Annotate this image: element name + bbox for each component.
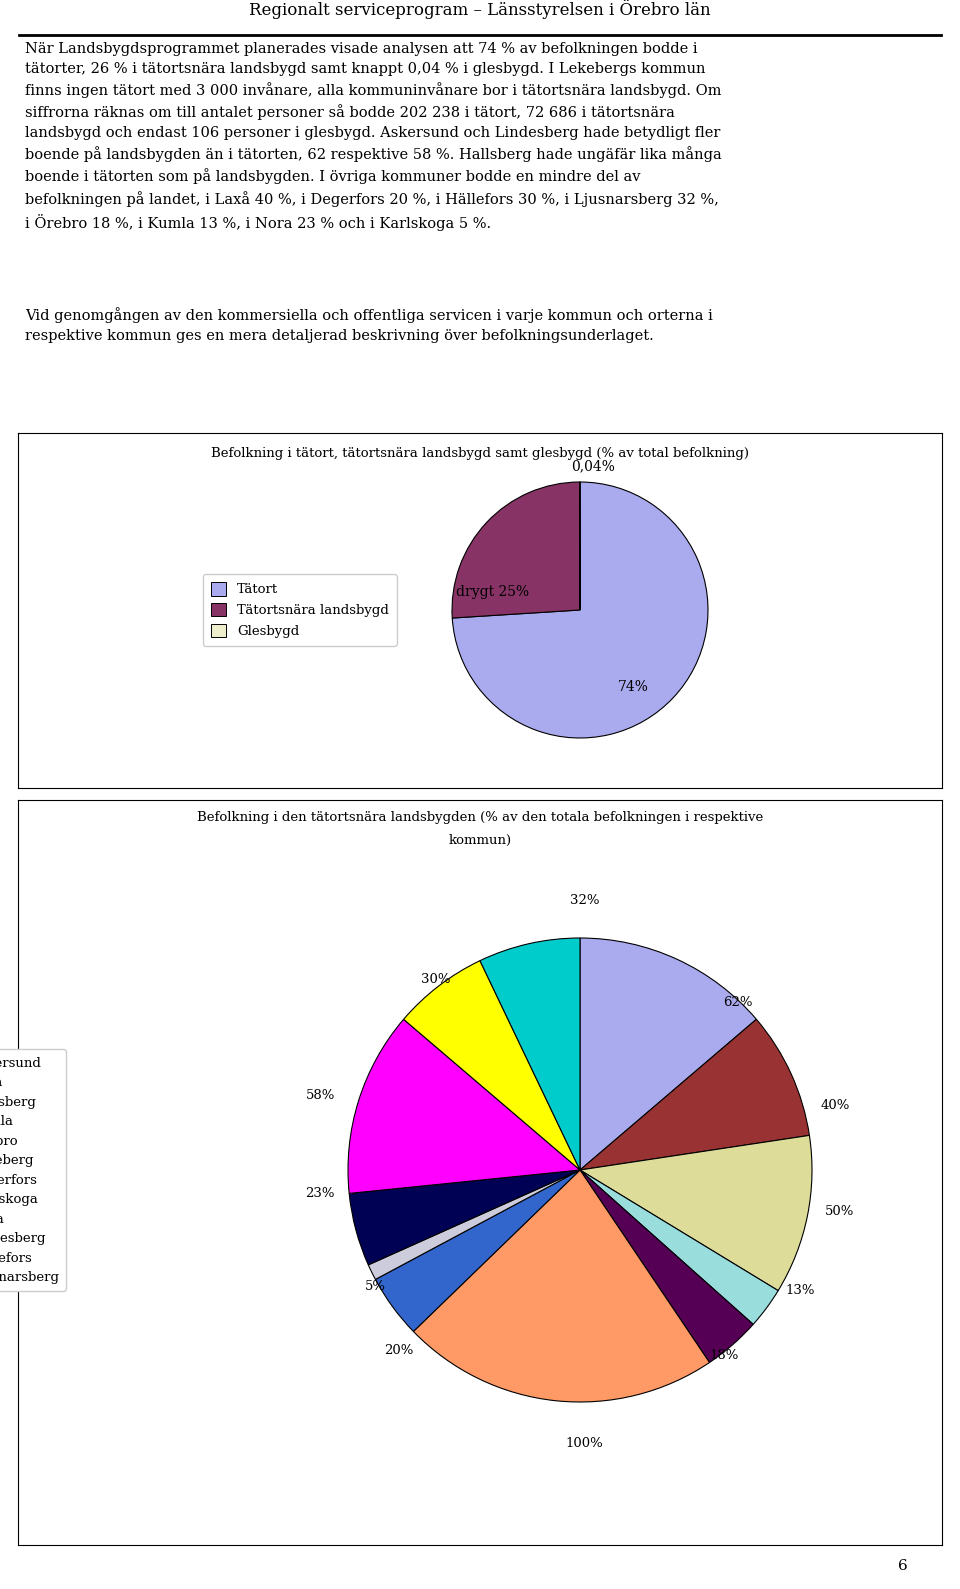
Wedge shape xyxy=(375,1170,580,1332)
Text: 23%: 23% xyxy=(305,1187,335,1200)
Wedge shape xyxy=(580,938,756,1170)
Text: 6: 6 xyxy=(898,1559,907,1573)
Legend: Tätort, Tätortsnära landsbygd, Glesbygd: Tätort, Tätortsnära landsbygd, Glesbygd xyxy=(203,574,396,645)
Text: 74%: 74% xyxy=(618,680,649,694)
Wedge shape xyxy=(480,938,580,1170)
Wedge shape xyxy=(452,481,708,737)
Wedge shape xyxy=(403,961,580,1170)
Wedge shape xyxy=(452,481,580,618)
Text: 58%: 58% xyxy=(305,1090,335,1103)
Wedge shape xyxy=(369,1170,580,1279)
Text: 32%: 32% xyxy=(570,895,599,907)
Text: Befolkning i den tätortsnära landsbygden (% av den totala befolkningen i respekt: Befolkning i den tätortsnära landsbygden… xyxy=(197,810,763,825)
Text: 5%: 5% xyxy=(366,1279,386,1292)
Text: Vid genomgången av den kommersiella och offentliga servicen i varje kommun och o: Vid genomgången av den kommersiella och … xyxy=(25,307,713,343)
Text: 13%: 13% xyxy=(785,1284,815,1297)
Text: 100%: 100% xyxy=(565,1438,604,1451)
Text: Regionalt serviceprogram – Länsstyrelsen i Örebro län: Regionalt serviceprogram – Länsstyrelsen… xyxy=(250,0,710,19)
Text: Befolkning i tätort, tätortsnära landsbygd samt glesbygd (% av total befolkning): Befolkning i tätort, tätortsnära landsby… xyxy=(211,447,749,461)
Text: 62%: 62% xyxy=(723,996,753,1009)
Wedge shape xyxy=(414,1170,709,1401)
Text: När Landsbygdsprogrammet planerades visade analysen att 74 % av befolkningen bod: När Landsbygdsprogrammet planerades visa… xyxy=(25,41,722,230)
Wedge shape xyxy=(348,1019,580,1193)
Wedge shape xyxy=(580,1136,812,1290)
Wedge shape xyxy=(580,1019,809,1170)
Wedge shape xyxy=(349,1170,580,1265)
Text: 50%: 50% xyxy=(826,1206,854,1219)
Wedge shape xyxy=(580,1170,754,1362)
Text: 20%: 20% xyxy=(384,1344,414,1357)
Text: 0,04%: 0,04% xyxy=(571,459,614,474)
Text: 40%: 40% xyxy=(821,1098,850,1112)
Text: kommun): kommun) xyxy=(448,834,512,847)
Text: 18%: 18% xyxy=(709,1349,738,1362)
Wedge shape xyxy=(580,1170,779,1324)
Text: 30%: 30% xyxy=(421,972,451,987)
Text: drygt 25%: drygt 25% xyxy=(456,585,530,599)
Legend: Askersund, Laxå, Hallsberg, Kumla, Örebro, Lekeberg, Degerfors, Karlskoga, Nora,: Askersund, Laxå, Hallsberg, Kumla, Örebr… xyxy=(0,1049,65,1290)
